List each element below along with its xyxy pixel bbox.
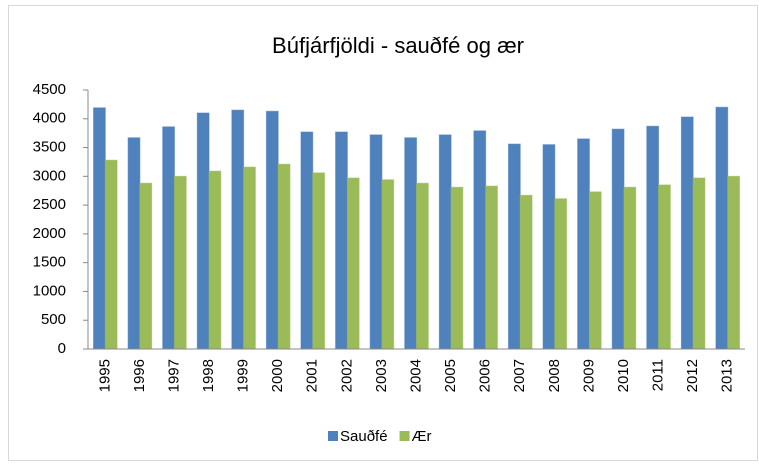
y-tick-label: 4500 [33,81,66,98]
x-tick-label: 1998 [200,359,217,392]
x-tick-label: 2003 [373,359,390,392]
bar [416,182,429,350]
y-tick-label: 3500 [33,139,66,156]
y-tick-label: 2500 [33,196,66,213]
bar [450,186,464,350]
y-tick-label: 0 [58,340,66,357]
bar [577,138,590,350]
bar [646,125,660,350]
chart-title: Búfjárfjöldi - sauðfé og ær [272,33,524,58]
x-tick-label: 1999 [235,359,252,392]
bar [104,159,118,350]
x-tick-label: 2002 [338,359,355,392]
x-tick-label: 2007 [511,359,528,392]
x-tick-label: 2000 [269,359,286,392]
x-tick-label: 2005 [442,359,459,392]
bar [93,107,106,350]
bar [680,116,694,350]
bar [139,182,153,350]
bar [485,185,498,350]
x-tick-label: 2011 [650,359,667,391]
y-tick-label: 500 [41,311,66,328]
x-tick-label: 2013 [719,359,736,392]
x-tick-label: 1995 [96,359,113,392]
y-tick-label: 1500 [33,254,66,271]
bar [277,163,291,350]
legend-label: Sauðfé [340,428,388,445]
bar [438,134,452,350]
bar [542,144,556,350]
bar [727,175,740,350]
bar [381,179,395,350]
bar [658,184,671,350]
bar [715,106,729,350]
y-tick-label: 1000 [33,282,66,299]
bar [611,128,625,350]
bar [208,170,222,350]
bar [243,166,256,350]
x-tick-label: 2008 [546,359,563,392]
bar [196,112,210,350]
bar [346,177,360,350]
x-tick-label: 2010 [615,359,632,392]
bar [519,194,533,350]
bar [588,191,602,350]
bar [369,134,383,350]
x-tick-label: 2012 [684,359,701,392]
bar [173,175,187,350]
bar [507,143,521,350]
legend-label: Ær [412,428,432,445]
bar [312,172,326,350]
bar [127,137,141,350]
legend-swatch [399,431,410,441]
bar [473,130,487,350]
bar [335,131,348,350]
x-tick-label: 2009 [580,359,597,392]
bar [231,109,245,350]
bar [265,110,279,350]
bar [554,198,568,350]
x-tick-label: 1997 [165,359,182,392]
legend-swatch [328,431,338,441]
bar [162,126,175,350]
x-tick-label: 1996 [131,359,148,392]
x-tick-label: 2006 [477,359,494,392]
y-tick-label: 2000 [33,225,66,242]
bar [300,131,314,350]
x-tick-label: 2004 [407,359,424,392]
bar [692,177,706,350]
bar [404,137,418,350]
x-tick-label: 2001 [304,359,321,392]
y-tick-label: 4000 [33,110,66,127]
y-tick-label: 3000 [33,167,66,184]
bar [623,186,637,350]
